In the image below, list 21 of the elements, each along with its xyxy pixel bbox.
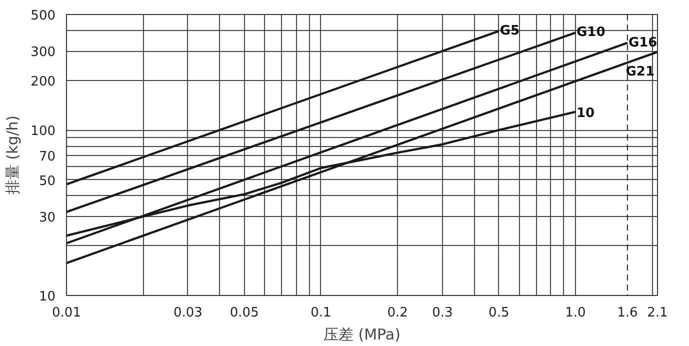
y-tick-label: 50: [38, 174, 56, 189]
y-tick-label: 300: [30, 45, 56, 60]
x-tick-label: 0.5: [488, 306, 510, 320]
y-tick-label: 30: [38, 210, 56, 226]
y-axis-title: 排量 (kg/h): [4, 115, 22, 195]
x-tick-label: 0.05: [230, 306, 259, 320]
x-tick-label: 1.6: [617, 306, 638, 320]
x-axis-title: 压差 (MPa): [324, 326, 400, 344]
x-tick-label: 1.0: [565, 306, 586, 320]
y-tick-label: 500: [30, 8, 56, 24]
y-tick-label: 100: [30, 124, 56, 140]
x-tick-label: 0.1: [310, 306, 332, 320]
x-tick-label: 2.1: [647, 306, 668, 320]
x-tick-label: 0.2: [387, 306, 408, 320]
x-tick-label: 0.01: [52, 306, 81, 320]
series-label: 10: [576, 106, 595, 121]
y-tick-label: 200: [30, 74, 56, 90]
x-tick-label: 0.3: [432, 306, 453, 320]
y-tick-label: 70: [38, 150, 56, 165]
x-tick-label: 0.03: [173, 306, 202, 320]
y-tick-label: 10: [38, 290, 56, 304]
